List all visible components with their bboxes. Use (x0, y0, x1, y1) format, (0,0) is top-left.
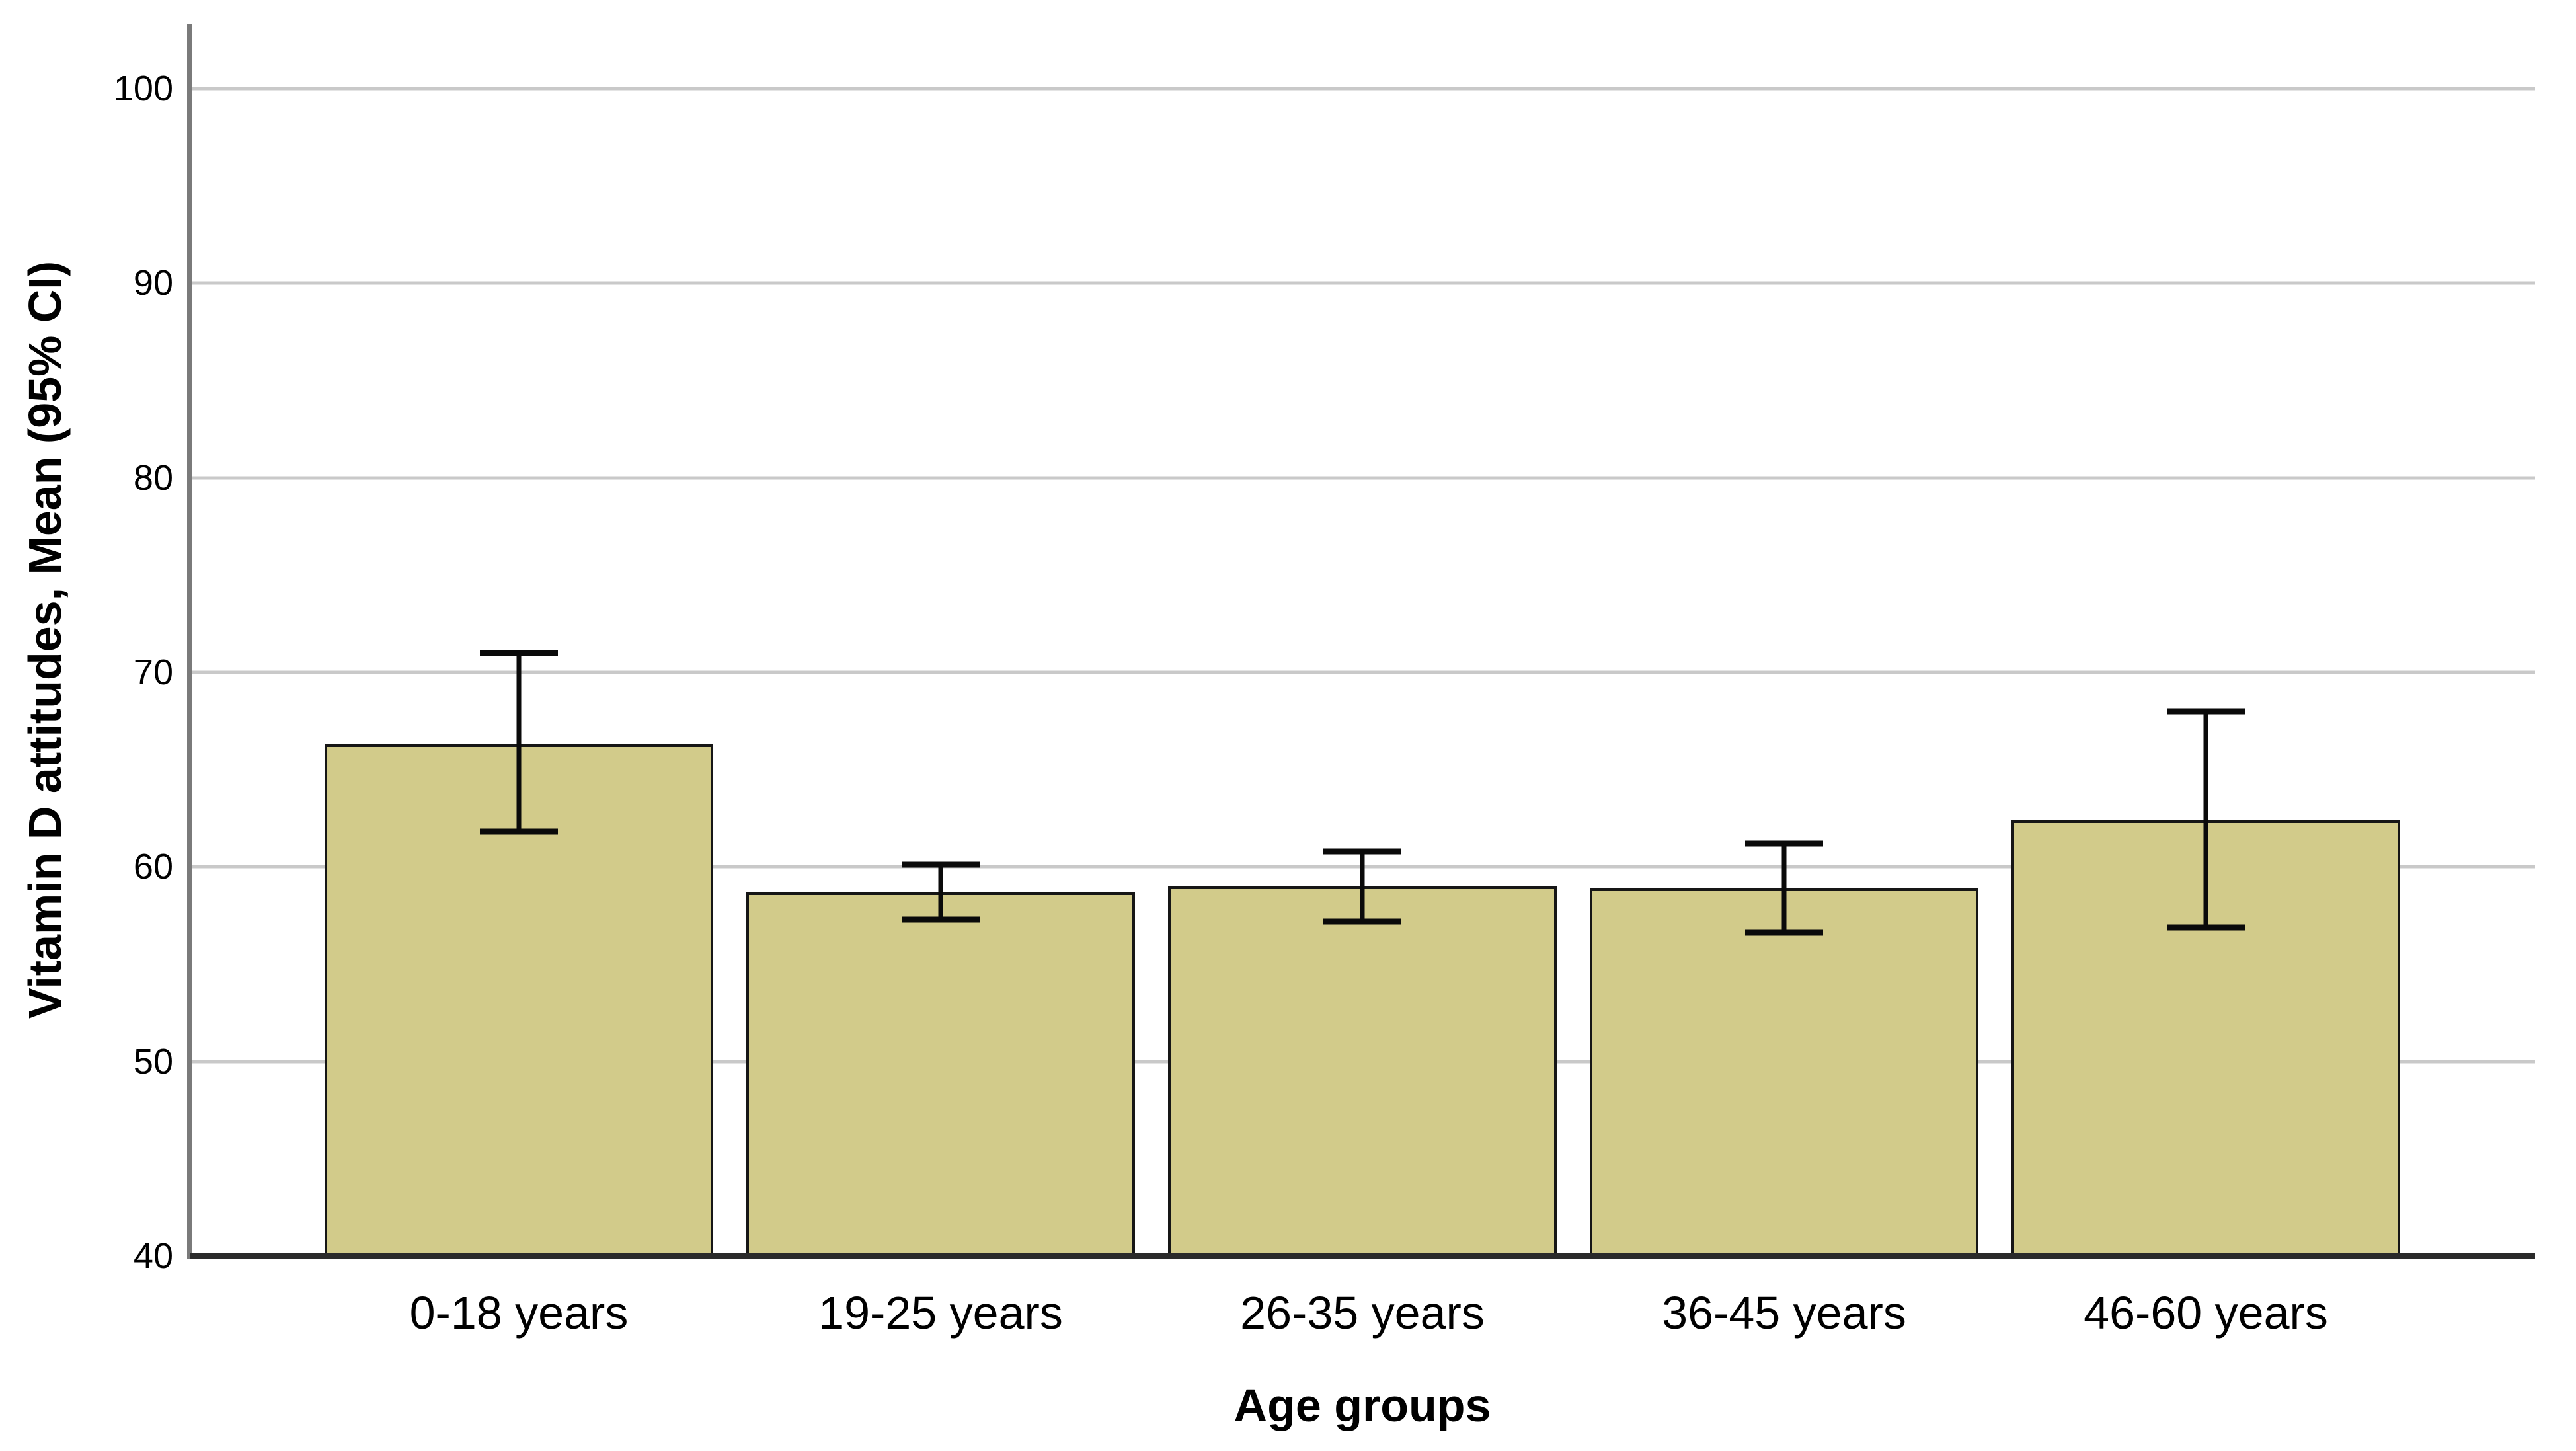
y-tick-label-60: 60 (133, 847, 173, 887)
y-tick-label-40: 40 (133, 1236, 173, 1276)
error-bar-cap-upper-36-45 years (1745, 840, 1823, 847)
gridline-100 (190, 87, 2535, 91)
y-axis-line (187, 24, 192, 1259)
x-tick-label-46-60 years: 46-60 years (2084, 1287, 2328, 1339)
error-bar-cap-upper-46-60 years (2167, 708, 2245, 715)
bar-group-46-60 years (190, 24, 2535, 1256)
bar-26-35 years (1168, 886, 1557, 1256)
error-bar-cap-lower-19-25 years (902, 916, 980, 923)
error-bar-stem-46-60 years (2203, 711, 2208, 927)
y-tick-label-90: 90 (133, 263, 173, 303)
bar-group-0-18 years (190, 24, 2535, 1256)
gridline-70 (190, 670, 2535, 674)
bar-group-19-25 years (190, 24, 2535, 1256)
error-bar-cap-lower-46-60 years (2167, 924, 2245, 931)
x-tick-label-26-35 years: 26-35 years (1240, 1287, 1485, 1339)
error-bar-cap-upper-0-18 years (480, 650, 558, 656)
error-bar-stem-19-25 years (938, 865, 943, 920)
error-bar-stem-36-45 years (1781, 843, 1787, 933)
x-axis-line (190, 1253, 2535, 1259)
y-tick-label-100: 100 (113, 69, 173, 109)
x-axis-title: Age groups (1233, 1380, 1491, 1431)
error-bar-cap-lower-36-45 years (1745, 929, 1823, 936)
gridline-80 (190, 476, 2535, 480)
bar-group-26-35 years (190, 24, 2535, 1256)
plot-area (187, 24, 2535, 1259)
error-bar-cap-upper-19-25 years (902, 861, 980, 868)
error-bar-cap-lower-0-18 years (480, 828, 558, 835)
error-bar-cap-upper-26-35 years (1323, 848, 1401, 855)
y-tick-label-80: 80 (133, 457, 173, 498)
bar-group-36-45 years (190, 24, 2535, 1256)
error-bar-stem-26-35 years (1360, 851, 1365, 922)
x-tick-label-36-45 years: 36-45 years (1662, 1287, 1906, 1339)
gridline-90 (190, 281, 2535, 285)
error-bar-stem-0-18 years (516, 652, 522, 832)
x-tick-label-19-25 years: 19-25 years (818, 1287, 1063, 1339)
y-tick-label-50: 50 (133, 1041, 173, 1081)
x-tick-label-0-18 years: 0-18 years (409, 1287, 629, 1339)
y-axis-title: Vitamin D attitudes, Mean (95% CI) (19, 260, 71, 1019)
y-tick-label-70: 70 (133, 652, 173, 693)
error-bar-cap-lower-26-35 years (1323, 918, 1401, 925)
